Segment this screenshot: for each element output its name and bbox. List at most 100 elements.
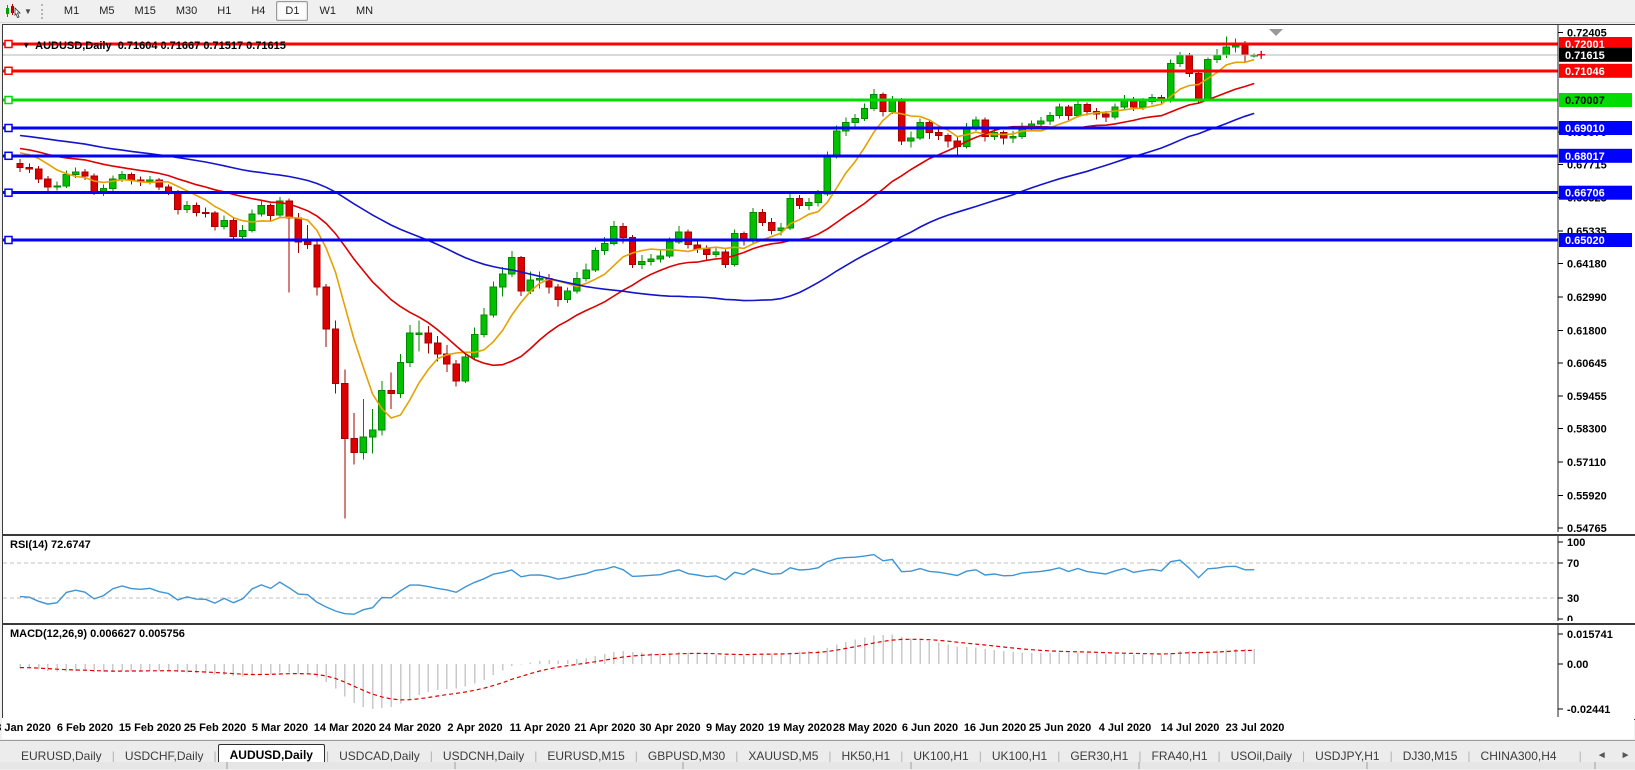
chart-tabs: EURUSD,Daily | USDCHF,Daily | AUDUSD,Daily | U… bbox=[0, 743, 1566, 768]
rsi-axis-tick: 30 bbox=[1567, 593, 1579, 605]
timeframe-button-m15[interactable]: M15 bbox=[134, 5, 156, 17]
svg-text:0.69010: 0.69010 bbox=[1565, 123, 1605, 135]
macd-axis-tick: 0.015741 bbox=[1567, 629, 1613, 641]
timeframe-button-m1[interactable]: M1 bbox=[63, 5, 80, 17]
tabs-scroll-right-icon[interactable]: ► bbox=[1620, 750, 1631, 761]
chart-tab-ger30-h1[interactable]: GER30,H1 bbox=[1070, 748, 1129, 763]
date-axis-label: 14 Mar 2020 bbox=[313, 722, 377, 734]
ma-50-line bbox=[19, 112, 1255, 302]
chart-tab-xauusd-m5[interactable]: XAUUSD,M5 bbox=[748, 748, 819, 763]
price-level-badge bbox=[1559, 185, 1632, 200]
ma-20-line bbox=[19, 82, 1255, 367]
timeframe-button-mn[interactable]: MN bbox=[355, 5, 374, 17]
chart-tab-usoil-daily[interactable]: USOil,Daily bbox=[1230, 748, 1292, 763]
chart-tab-usdjpy-h1[interactable]: USDJPY,H1 bbox=[1315, 748, 1380, 763]
price-axis-tick: 0.57110 bbox=[1567, 457, 1606, 469]
date-axis-label: 24 Mar 2020 bbox=[378, 722, 442, 734]
hline-handle[interactable] bbox=[4, 188, 13, 197]
main-chart-panel: 0.724050.688700.677150.665250.653350.641… bbox=[2, 24, 1635, 535]
tab-separator: | bbox=[634, 748, 638, 763]
price-axis-tick: 0.55920 bbox=[1567, 491, 1607, 503]
tab-separator: | bbox=[1057, 748, 1061, 763]
date-axis-label: 5 Mar 2020 bbox=[251, 722, 309, 734]
macd-signal-line bbox=[19, 638, 1255, 701]
price-axis-tick: 0.54765 bbox=[1567, 523, 1607, 532]
date-axis-label: 28 Jan 2020 bbox=[0, 722, 51, 734]
svg-text:0.65020: 0.65020 bbox=[1565, 235, 1605, 247]
svg-text:0.71615: 0.71615 bbox=[1565, 50, 1605, 62]
date-axis-label: 30 Apr 2020 bbox=[639, 722, 701, 734]
chart-tab-gbpusd-m30[interactable]: GBPUSD,M30 bbox=[647, 748, 726, 763]
tabs-scroll-left-icon[interactable]: ◄ bbox=[1596, 750, 1607, 761]
tab-separator: | bbox=[1389, 748, 1393, 763]
timeframe-button-m30[interactable]: M30 bbox=[175, 5, 198, 17]
chart-tab-china300-h4[interactable]: CHINA300,H4 bbox=[1480, 748, 1557, 763]
hline-handle[interactable] bbox=[4, 39, 13, 49]
tab-separator: | bbox=[735, 748, 739, 763]
chart-ohlc-values: 0.71604 0.71667 0.71517 0.71615 bbox=[117, 40, 286, 52]
tab-separator: | bbox=[978, 748, 982, 763]
timeframe-button-h1[interactable]: H1 bbox=[217, 5, 232, 17]
chart-pointer-icon[interactable]: ▼ bbox=[2, 1, 35, 21]
date-axis-label: 11 Apr 2020 bbox=[509, 722, 571, 734]
date-axis-label: 28 May 2020 bbox=[832, 722, 898, 734]
timeframe-button-d1[interactable]: D1 bbox=[276, 1, 309, 21]
date-axis-label: 19 May 2020 bbox=[767, 722, 833, 734]
macd-indicator-panel: 0.015741 0.00 -0.02441 MACD(12,26,9) 0.006… bbox=[2, 624, 1635, 720]
hline-handle[interactable] bbox=[4, 66, 13, 76]
rsi-chart[interactable]: 100 70 30 0 bbox=[3, 536, 1633, 621]
price-level-badge bbox=[1559, 37, 1632, 51]
timeframe-button-h4[interactable]: H4 bbox=[251, 5, 266, 17]
hline-handle[interactable] bbox=[4, 235, 13, 245]
price-level-badge bbox=[1559, 148, 1632, 163]
price-axis-tick: 0.58300 bbox=[1567, 424, 1607, 436]
chart-tab-eurusd-m15[interactable]: EURUSD,M15 bbox=[547, 748, 625, 763]
macd-chart[interactable]: 0.015741 0.00 -0.02441 bbox=[3, 625, 1633, 717]
price-axis-tick: 0.62990 bbox=[1567, 292, 1607, 304]
chart-tab-uk100-h1[interactable]: UK100,H1 bbox=[991, 748, 1048, 763]
tab-separator: | bbox=[429, 748, 433, 763]
chart-tab-usdchf-daily[interactable]: USDCHF,Daily bbox=[124, 748, 204, 763]
macd-label: MACD(12,26,9) 0.006627 0.005756 bbox=[10, 628, 185, 640]
chart-tab-hk50-h1[interactable]: HK50,H1 bbox=[841, 748, 891, 763]
timeframe-button-w1[interactable]: W1 bbox=[319, 5, 336, 17]
chart-tab-dj30-m15[interactable]: DJ30,M15 bbox=[1402, 748, 1458, 763]
tab-scroll-arrows: | ◄ ► bbox=[1578, 748, 1631, 763]
tab-separator: | bbox=[1217, 748, 1221, 763]
hline-handle[interactable] bbox=[4, 95, 13, 105]
tab-separator: | bbox=[325, 748, 330, 763]
current-price-badge bbox=[1559, 47, 1632, 62]
rsi-label: RSI(14) 72.6747 bbox=[10, 539, 91, 551]
date-axis-label: 16 Jun 2020 bbox=[963, 722, 1027, 734]
hline-handle[interactable] bbox=[4, 151, 13, 161]
chart-menu-icon[interactable]: ▼ bbox=[22, 41, 31, 50]
date-axis-label: 6 Feb 2020 bbox=[56, 722, 114, 734]
macd-axis-tick: -0.02441 bbox=[1567, 704, 1610, 716]
svg-text:0.71046: 0.71046 bbox=[1565, 66, 1605, 78]
chart-tab-eurusd-daily[interactable]: EURUSD,Daily bbox=[21, 748, 102, 763]
chart-tab-usdcad-daily[interactable]: USDCAD,Daily bbox=[339, 748, 420, 763]
tab-separator: | bbox=[1138, 748, 1142, 763]
chart-tab-fra40-h1[interactable]: FRA40,H1 bbox=[1151, 748, 1208, 763]
tab-separator: | bbox=[111, 748, 115, 763]
chart-tab-usdcnh-daily[interactable]: USDCNH,Daily bbox=[442, 748, 525, 763]
rsi-line bbox=[19, 553, 1255, 615]
timeframe-button-m5[interactable]: M5 bbox=[99, 5, 115, 17]
rsi-axis-tick: 100 bbox=[1567, 537, 1585, 549]
tab-separator: | bbox=[213, 748, 217, 763]
date-axis-label: 23 Jul 2020 bbox=[1225, 722, 1285, 734]
date-axis-label: 4 Jul 2020 bbox=[1098, 722, 1152, 734]
chart-tab-uk100-h1[interactable]: UK100,H1 bbox=[913, 748, 969, 763]
candlestick-chart[interactable]: 0.724050.688700.677150.665250.653350.641… bbox=[3, 25, 1633, 532]
date-axis-label: 25 Jun 2020 bbox=[1028, 722, 1092, 734]
hline-handle[interactable] bbox=[4, 123, 13, 133]
price-axis-tick: 0.60645 bbox=[1567, 358, 1607, 370]
svg-text:0.66706: 0.66706 bbox=[1565, 188, 1605, 200]
chart-shift-marker-icon[interactable] bbox=[1269, 29, 1283, 36]
date-axis-label: 15 Feb 2020 bbox=[118, 722, 182, 734]
date-axis-label: 14 Jul 2020 bbox=[1160, 722, 1220, 734]
date-axis-label: 2 Apr 2020 bbox=[447, 722, 503, 734]
rsi-axis-tick: 0 bbox=[1567, 614, 1573, 621]
svg-text:0.70007: 0.70007 bbox=[1565, 95, 1605, 107]
